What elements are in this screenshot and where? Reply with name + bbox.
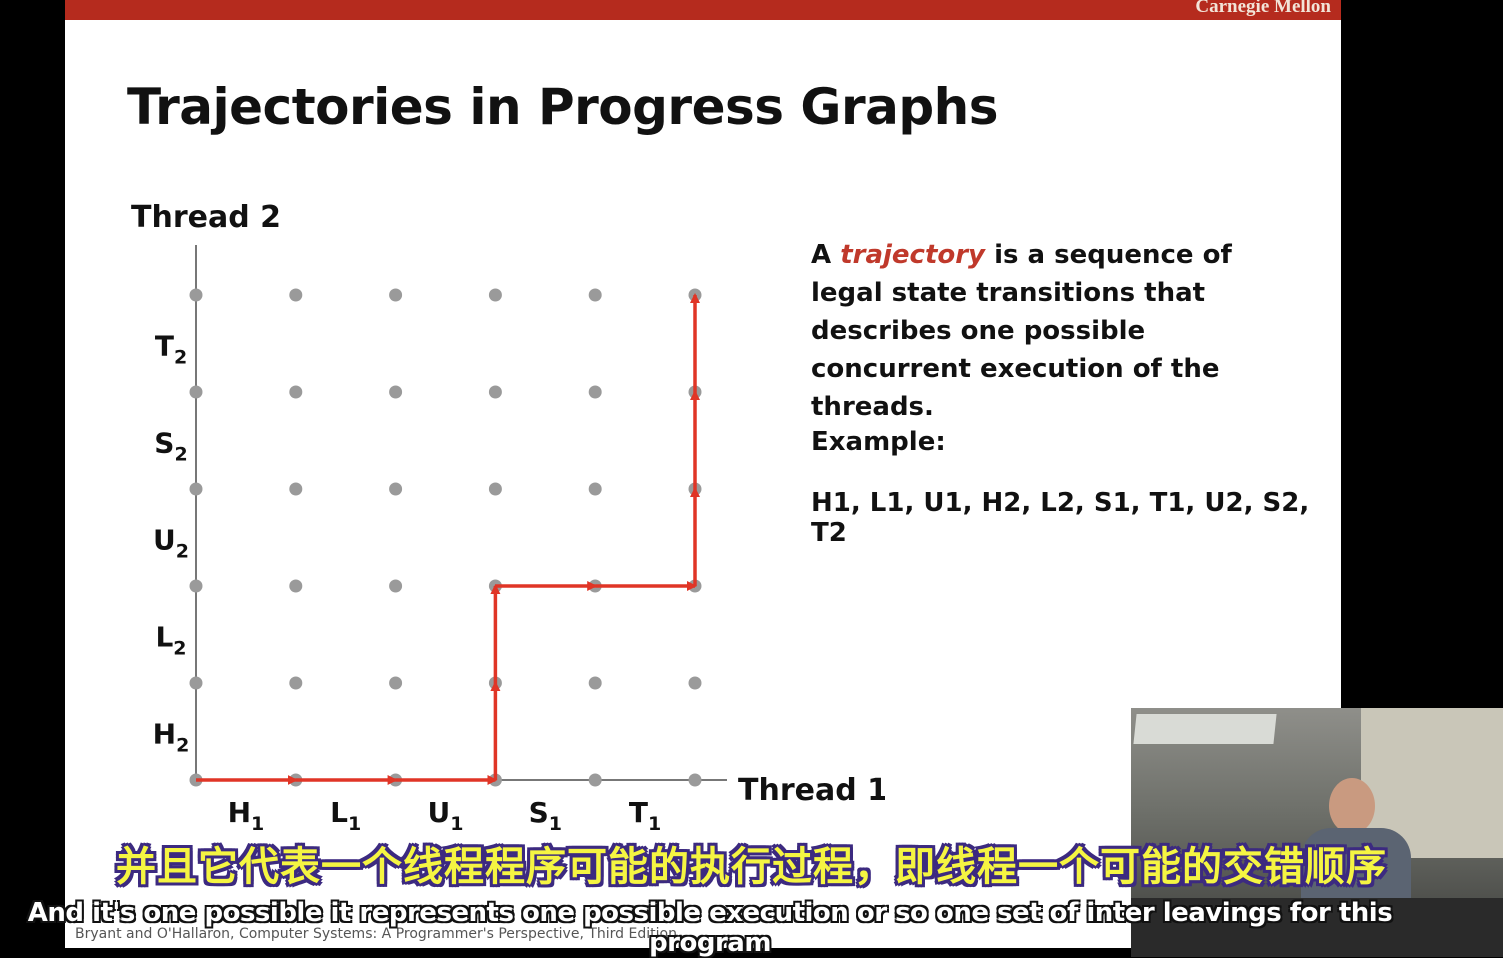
- grid-node: [189, 482, 203, 496]
- grid-node: [588, 482, 602, 496]
- axis-labels: H1 L1 U1 S1 T1 H2 L2 U2 S2 T2 Thread 2 Thread 1: [131, 200, 885, 835]
- grid-node: [189, 676, 203, 690]
- subtitle-chinese: 并且它代表一个线程程序可能的执行过程，即线程一个可能的交错顺序: [116, 844, 1387, 890]
- x-instruction-label: T1: [629, 796, 661, 835]
- grid-node: [488, 482, 502, 496]
- y-instruction-label: U2: [153, 524, 189, 563]
- grid-node: [588, 676, 602, 690]
- grid-node: [289, 579, 303, 593]
- grid-node: [289, 385, 303, 399]
- grid-node: [189, 579, 203, 593]
- grid-node: [488, 385, 502, 399]
- grid-node: [389, 676, 403, 690]
- grid-node: [389, 385, 403, 399]
- subtitle-english: And it's one possible it represents one …: [27, 898, 1393, 958]
- para-rest: is a sequence of legal state transitions…: [811, 240, 1232, 422]
- x-axis-title: Thread 1: [738, 773, 885, 808]
- grid-node: [289, 482, 303, 496]
- grid-node: [588, 385, 602, 399]
- progress-graph: H1 L1 U1 S1 T1 H2 L2 U2 S2 T2 Thread 2 Thread 1: [131, 200, 885, 835]
- footer-citation: Bryant and O'Hallaron, Computer Systems:…: [75, 926, 677, 942]
- y-instruction-label: T2: [155, 330, 187, 369]
- grid-node: [588, 773, 602, 787]
- para-prefix: A: [811, 240, 841, 270]
- grid-nodes: [189, 288, 702, 787]
- speaker-video: [1131, 708, 1503, 957]
- brand-logo: Carnegie Mellon: [1195, 0, 1331, 17]
- grid-node: [688, 676, 702, 690]
- y-instruction-label: L2: [155, 621, 186, 660]
- y-instruction-label: H2: [153, 718, 190, 757]
- speaker-head: [1329, 778, 1375, 834]
- example-sequence: H1, L1, U1, H2, L2, S1, T1, U2, S2, T2: [811, 488, 1310, 548]
- grid-node: [688, 773, 702, 787]
- projector-screen: [1133, 714, 1277, 744]
- x-instruction-label: H1: [228, 796, 265, 835]
- y-axis-title: Thread 2: [131, 200, 281, 235]
- slide: Carnegie Mellon Trajectories in Progress…: [65, 0, 1341, 948]
- grid-node: [189, 288, 203, 302]
- y-instruction-label: S2: [154, 427, 187, 466]
- trajectory-term: trajectory: [840, 240, 986, 270]
- grid-node: [389, 482, 403, 496]
- x-instruction-label: S1: [529, 796, 562, 835]
- grid-node: [389, 579, 403, 593]
- grid-node: [289, 676, 303, 690]
- slide-title: Trajectories in Progress Graphs: [127, 78, 999, 136]
- x-instruction-label: U1: [428, 796, 464, 835]
- grid-node: [588, 288, 602, 302]
- header-bar: Carnegie Mellon: [65, 0, 1341, 20]
- example-label: Example:: [811, 427, 946, 457]
- grid-node: [488, 288, 502, 302]
- trajectory-path: [196, 293, 700, 785]
- lectern: [1131, 898, 1503, 957]
- grid-node: [189, 385, 203, 399]
- axes: [195, 245, 727, 781]
- trajectory-description: A trajectory is a sequence of legal stat…: [811, 236, 1311, 426]
- x-instruction-label: L1: [330, 796, 361, 835]
- grid-node: [289, 288, 303, 302]
- grid-node: [389, 288, 403, 302]
